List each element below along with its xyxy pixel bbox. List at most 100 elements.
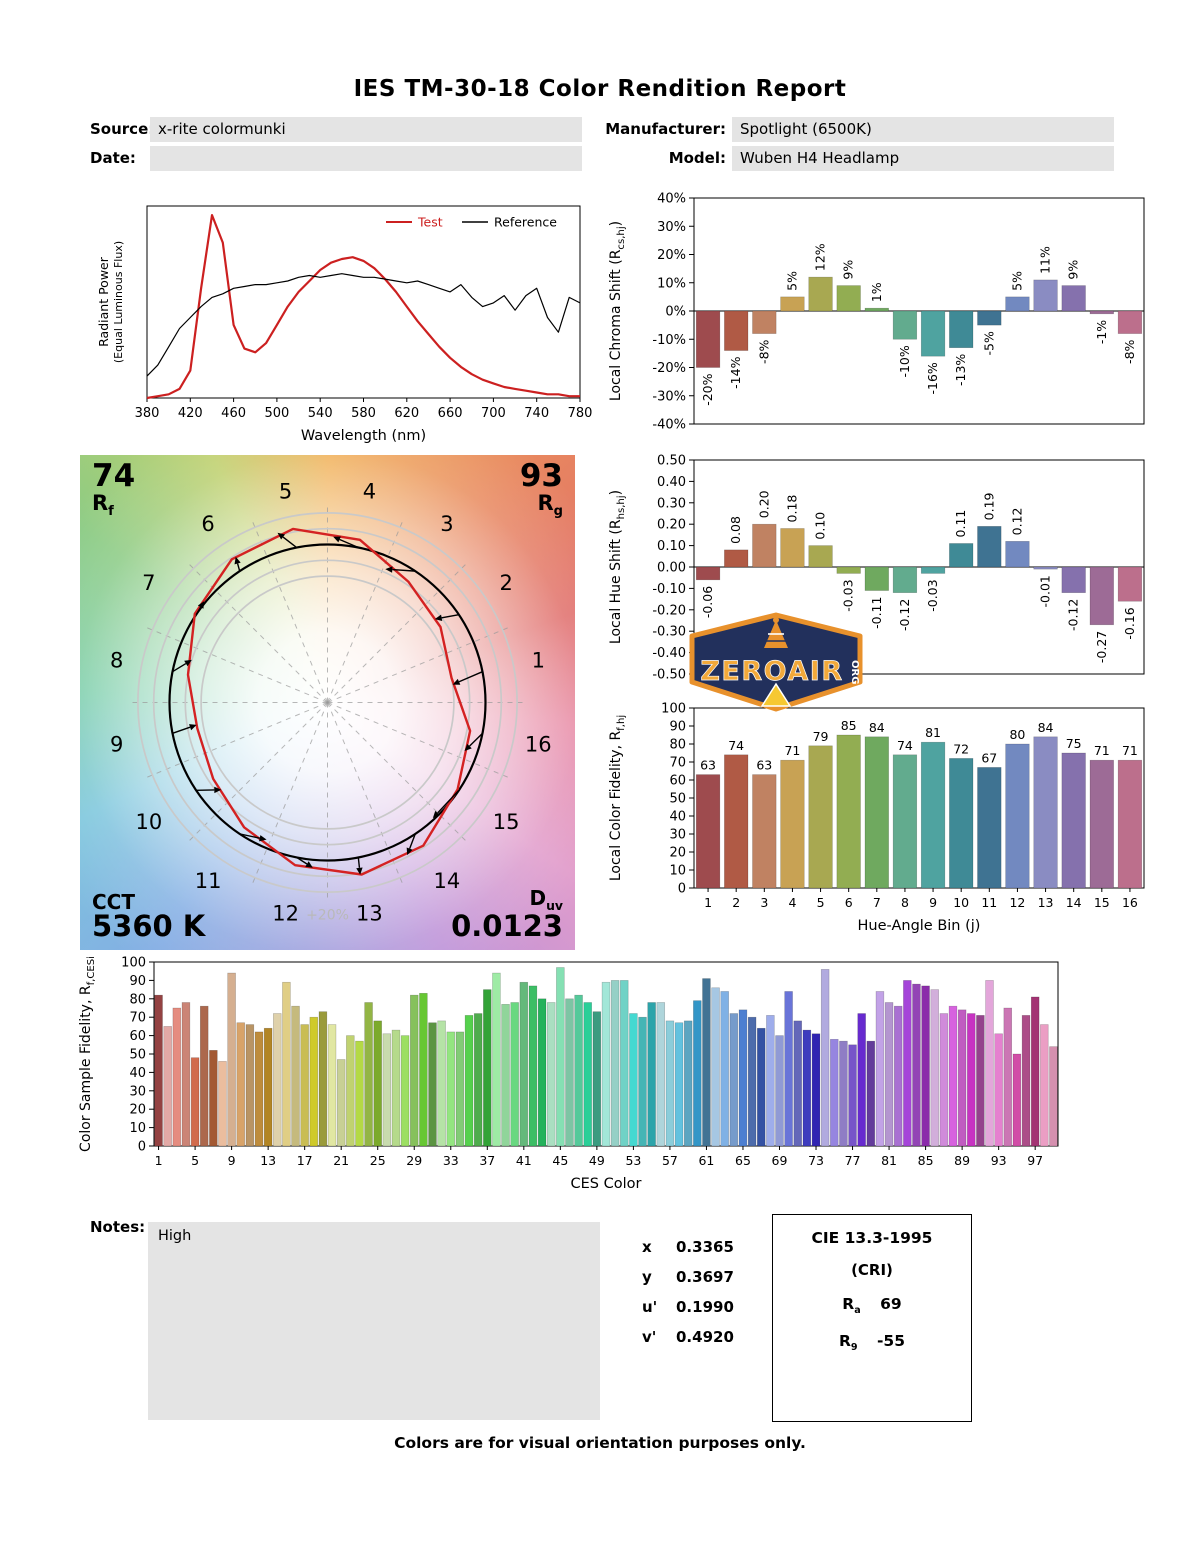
svg-text:80: 80 bbox=[669, 738, 686, 753]
svg-text:-14%: -14% bbox=[728, 356, 743, 388]
svg-text:0.50: 0.50 bbox=[657, 454, 686, 469]
svg-text:0: 0 bbox=[138, 1140, 146, 1155]
svg-text:-0.03: -0.03 bbox=[841, 579, 856, 611]
x-label: x bbox=[642, 1238, 652, 1256]
svg-text:0.00: 0.00 bbox=[657, 561, 686, 576]
cri-r9-row: R9 -55 bbox=[838, 1332, 906, 1354]
svg-text:Reference: Reference bbox=[494, 215, 557, 230]
svg-text:100: 100 bbox=[121, 956, 146, 971]
chromaticity-block: x 0.3365 y 0.3697 u' 0.1990 v' 0.4920 bbox=[642, 1232, 734, 1352]
svg-text:-8%: -8% bbox=[756, 339, 771, 363]
svg-text:49: 49 bbox=[589, 1153, 605, 1168]
svg-text:85: 85 bbox=[841, 718, 857, 733]
svg-text:100: 100 bbox=[661, 702, 686, 717]
svg-text:30: 30 bbox=[669, 828, 686, 843]
svg-text:33: 33 bbox=[443, 1153, 459, 1168]
u-value: 0.1990 bbox=[676, 1298, 734, 1316]
rf-value: 74 bbox=[92, 458, 136, 494]
svg-text:-0.12: -0.12 bbox=[897, 599, 912, 631]
chromaticity-row-y: y 0.3697 bbox=[642, 1262, 734, 1292]
svg-text:Local Color Fidelity, Rf,hj: Local Color Fidelity, Rf,hj bbox=[608, 715, 627, 881]
svg-text:620: 620 bbox=[394, 406, 419, 421]
svg-text:Local Chroma Shift (Rcs,hj): Local Chroma Shift (Rcs,hj) bbox=[608, 221, 627, 401]
spd-chart: 380 420 460 500 540 580 620 660 700 740 780 Wavelen… bbox=[96, 205, 592, 444]
svg-text:57: 57 bbox=[662, 1153, 678, 1168]
svg-text:10%: 10% bbox=[657, 276, 686, 291]
svg-text:-0.11: -0.11 bbox=[869, 597, 884, 629]
chroma-shift-chart: 40% 30% 20% 10% 0% -10% -20% -30% -40% -20% -14% -8… bbox=[608, 192, 1145, 433]
svg-text:73: 73 bbox=[808, 1153, 824, 1168]
svg-text:-40%: -40% bbox=[652, 418, 686, 433]
svg-text:2: 2 bbox=[499, 571, 512, 595]
svg-text:69: 69 bbox=[772, 1153, 788, 1168]
svg-text:-20%: -20% bbox=[652, 361, 686, 376]
svg-text:20: 20 bbox=[669, 846, 686, 861]
svg-text:40%: 40% bbox=[657, 192, 686, 207]
svg-text:53: 53 bbox=[625, 1153, 641, 1168]
date-field[interactable] bbox=[150, 146, 582, 171]
u-label: u' bbox=[642, 1298, 658, 1316]
svg-text:65: 65 bbox=[735, 1153, 751, 1168]
svg-text:10: 10 bbox=[669, 864, 686, 879]
svg-text:-0.12: -0.12 bbox=[1066, 599, 1081, 631]
chromaticity-row-u: u' 0.1990 bbox=[642, 1292, 734, 1322]
x-value: 0.3365 bbox=[676, 1238, 734, 1256]
svg-text:460: 460 bbox=[221, 406, 246, 421]
cct-block: CCT 5360 K bbox=[92, 892, 205, 942]
duv-block: Duv 0.0123 bbox=[451, 888, 563, 942]
svg-text:9: 9 bbox=[929, 895, 937, 910]
svg-text:63: 63 bbox=[700, 758, 716, 773]
hue-shift-chart: 0.500.400.300.200.100.00-0.10-0.20-0.30-… bbox=[608, 454, 1145, 683]
svg-text:81: 81 bbox=[925, 725, 941, 740]
svg-text:10: 10 bbox=[135, 810, 162, 834]
svg-text:0.20: 0.20 bbox=[657, 518, 686, 533]
svg-text:12: 12 bbox=[272, 901, 299, 925]
svg-text:61: 61 bbox=[698, 1153, 714, 1168]
svg-text:-8%: -8% bbox=[1122, 339, 1137, 363]
svg-text:5%: 5% bbox=[1009, 271, 1024, 291]
svg-text:30: 30 bbox=[129, 1084, 146, 1099]
svg-text:60: 60 bbox=[129, 1029, 146, 1044]
svg-text:5: 5 bbox=[279, 480, 292, 504]
logo-shield bbox=[689, 612, 863, 712]
svg-text:1: 1 bbox=[532, 649, 545, 673]
svg-text:700: 700 bbox=[481, 406, 506, 421]
footer-disclaimer: Colors are for visual orientation purpos… bbox=[394, 1434, 806, 1452]
model-field[interactable]: Wuben H4 Headlamp bbox=[732, 146, 1114, 171]
svg-text:-0.27: -0.27 bbox=[1094, 631, 1109, 663]
svg-text:-5%: -5% bbox=[981, 331, 996, 355]
svg-text:84: 84 bbox=[869, 720, 885, 735]
cri-box: CIE 13.3-1995 (CRI) Ra 69 R9 -55 bbox=[772, 1214, 972, 1422]
svg-text:1: 1 bbox=[155, 1153, 163, 1168]
chromaticity-row-x: x 0.3365 bbox=[642, 1232, 734, 1262]
manufacturer-field[interactable]: Spotlight (6500K) bbox=[732, 117, 1114, 142]
svg-text:0.12: 0.12 bbox=[1009, 507, 1024, 535]
notes-field[interactable]: High bbox=[148, 1222, 600, 1420]
notes-label: Notes: bbox=[90, 1218, 146, 1236]
source-field[interactable]: x-rite colormunki bbox=[150, 117, 582, 142]
svg-text:71: 71 bbox=[1094, 743, 1110, 758]
svg-text:0.10: 0.10 bbox=[657, 539, 686, 554]
svg-text:41: 41 bbox=[516, 1153, 532, 1168]
svg-text:17: 17 bbox=[297, 1153, 313, 1168]
logo-wordmark: ZEROAIR bbox=[700, 656, 843, 687]
rg-symbol: Rg bbox=[537, 490, 564, 519]
svg-text:90: 90 bbox=[669, 720, 686, 735]
svg-text:50: 50 bbox=[129, 1048, 146, 1063]
svg-text:29: 29 bbox=[406, 1153, 422, 1168]
report-title: IES TM-30-18 Color Rendition Report bbox=[353, 76, 847, 102]
svg-text:74: 74 bbox=[897, 738, 913, 753]
svg-text:CES Color: CES Color bbox=[571, 1176, 642, 1192]
color-vector-graphic: 1 2 3 4 5 6 7 8 9 10 11 12 13 14 15 16 +20% 74 Rf 93 Rg … bbox=[80, 455, 575, 950]
svg-text:-0.40: -0.40 bbox=[652, 646, 686, 661]
svg-text:11: 11 bbox=[981, 895, 997, 910]
svg-text:0.19: 0.19 bbox=[981, 492, 996, 520]
svg-text:67: 67 bbox=[981, 750, 997, 765]
logo-beacon-icon bbox=[760, 682, 792, 707]
svg-text:21: 21 bbox=[333, 1153, 349, 1168]
svg-text:0.20: 0.20 bbox=[756, 490, 771, 518]
svg-text:15: 15 bbox=[1094, 895, 1110, 910]
manufacturer-label: Manufacturer: bbox=[605, 120, 726, 138]
